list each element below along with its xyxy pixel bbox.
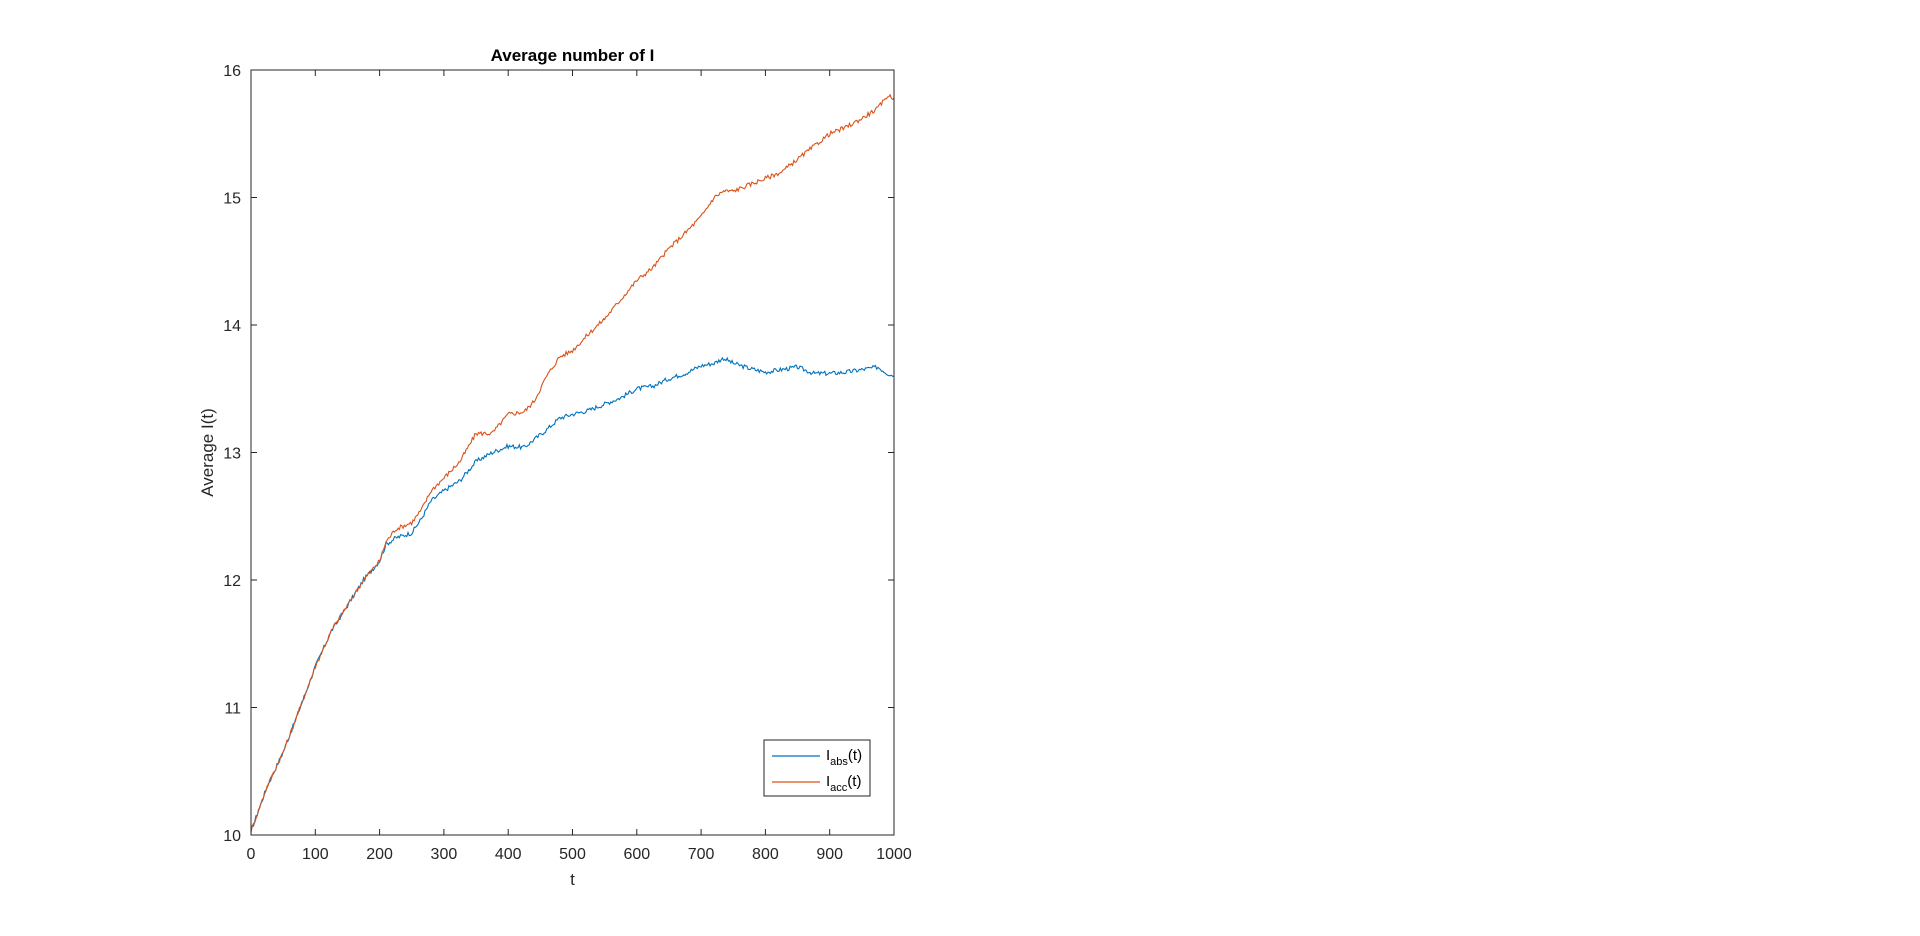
- legend-label-suffix: (t): [848, 747, 862, 764]
- y-tick-label: 16: [223, 63, 241, 80]
- chart-title: Average number of I: [491, 46, 655, 65]
- y-tick-label: 15: [223, 191, 241, 208]
- x-tick-label: 100: [302, 846, 329, 863]
- x-tick-label: 200: [366, 846, 393, 863]
- y-tick-label: 14: [223, 318, 241, 335]
- legend-label-acc: Iacc(t): [826, 773, 861, 794]
- y-tick-label: 12: [223, 573, 241, 590]
- axes-box: [250, 69, 895, 836]
- y-tick-label: 13: [223, 446, 241, 463]
- x-tick-label: 600: [623, 846, 650, 863]
- x-tick-label: 700: [688, 846, 715, 863]
- legend-label-abs: Iabs(t): [826, 747, 862, 768]
- series-line-acc: [250, 93, 895, 833]
- x-tick-label: 800: [752, 846, 779, 863]
- legend-label-base: I: [826, 773, 830, 790]
- y-axis-ticks: 10 11 12 13 14 15 16: [223, 63, 894, 845]
- legend-box: [763, 739, 871, 797]
- legend-label-subscript: abs: [830, 756, 848, 768]
- x-axis-ticks: 0 100 200 300 400 500 600 700 800 900 1000: [247, 70, 912, 863]
- y-tick-label: 11: [224, 701, 241, 718]
- legend-label-base: I: [826, 747, 830, 764]
- x-tick-label: 1000: [876, 846, 912, 863]
- x-tick-label: 300: [431, 846, 458, 863]
- x-tick-label: 400: [495, 846, 522, 863]
- x-tick-label: 500: [559, 846, 586, 863]
- x-tick-label: 0: [247, 846, 256, 863]
- legend-label-suffix: (t): [847, 773, 861, 790]
- y-axis-label: Average I(t): [198, 408, 217, 497]
- y-tick-label: 10: [223, 828, 241, 845]
- x-axis-label: t: [570, 870, 575, 889]
- plot-series: [250, 93, 895, 833]
- legend: Iabs(t)Iacc(t): [763, 739, 871, 797]
- x-tick-label: 900: [816, 846, 843, 863]
- legend-label-subscript: acc: [830, 782, 848, 794]
